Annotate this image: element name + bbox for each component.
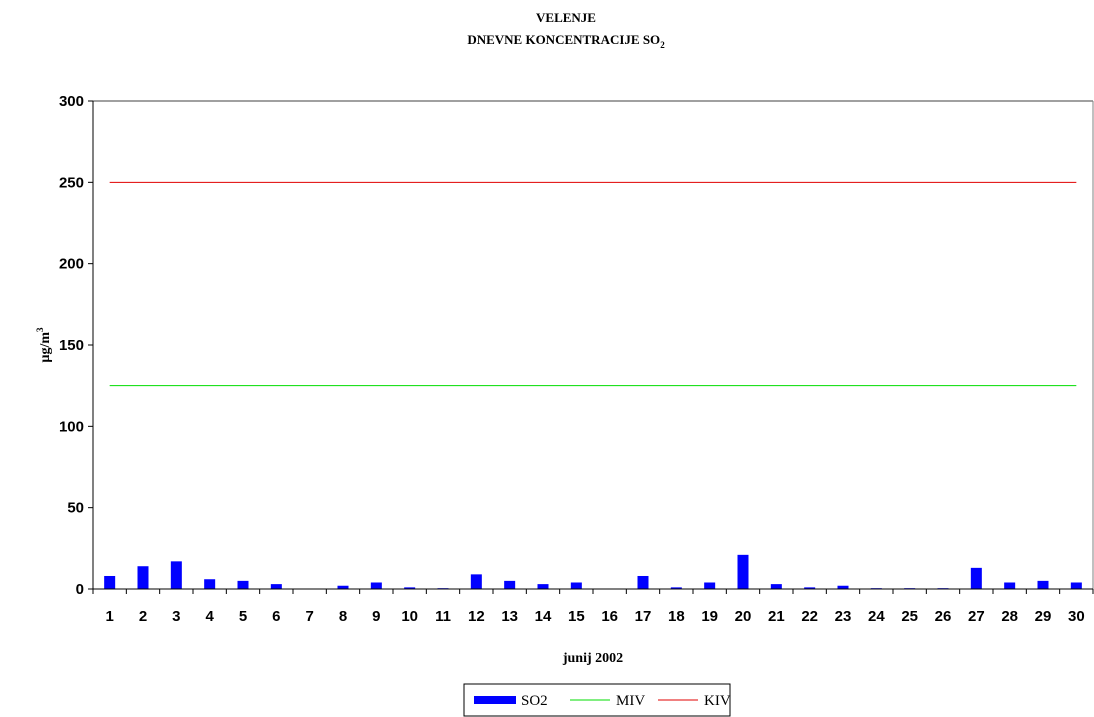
y-tick-label: 100 [59,418,84,435]
x-tick-label: 1 [105,608,113,625]
chart-subtitle-subscript: 2 [660,40,665,50]
chart-subtitle-main: DNEVNE KONCENTRACIJE SO [467,32,660,47]
x-tick-label: 2 [139,608,147,625]
so2-bar [470,574,482,589]
y-axis-label: µg/m3 [35,327,53,363]
y-tick-label: 300 [59,93,84,110]
x-tick-label: 13 [501,608,518,625]
x-tick-label: 15 [568,608,585,625]
x-tick-label: 24 [868,608,885,625]
x-tick-label: 7 [305,608,313,625]
legend-label-miv: MIV [616,693,645,709]
legend-label-kiv: KIV [704,693,731,709]
so2-bar [404,587,416,589]
so2-bar [770,584,782,589]
x-tick-label: 25 [901,608,918,625]
y-tick-label: 150 [59,337,84,354]
legend-label-so2: SO2 [521,693,548,709]
legend-key-so2 [474,696,516,704]
so2-bar [237,580,249,589]
so2-bar [504,580,516,589]
y-tick-label: 200 [59,256,84,273]
so2-bar [704,582,716,589]
x-tick-label: 23 [835,608,852,625]
so2-bar [537,584,549,589]
x-tick-label: 22 [801,608,818,625]
y-tick-label: 0 [76,581,84,598]
x-tick-label: 29 [1035,608,1052,625]
so2-bar [737,554,749,589]
chart-title: VELENJE [536,10,596,25]
x-tick-label: 27 [968,608,985,625]
legend: SO2 MIV KIV [463,683,731,717]
x-tick-label: 10 [401,608,418,625]
x-tick-label: 12 [468,608,485,625]
so2-bar [104,575,116,589]
so2-bar [1037,580,1049,589]
y-axis-label-main: µg/m [38,332,53,363]
x-tick-label: 9 [372,608,380,625]
so2-bar [370,582,382,589]
x-tick-label: 16 [601,608,618,625]
so2-bar [837,585,849,589]
so2-bar [270,584,282,589]
x-tick-label: 19 [701,608,718,625]
x-tick-label: 20 [735,608,752,625]
so2-bar [137,566,149,589]
so2-bar [337,585,349,589]
svg-text:µg/m3: µg/m3 [35,327,53,363]
so2-bar [670,587,682,589]
x-tick-label: 6 [272,608,280,625]
so2-bar [204,579,216,589]
so2-bar [1004,582,1016,589]
y-tick-label: 250 [59,174,84,191]
y-tick-label: 50 [67,500,84,517]
chart-subtitle: DNEVNE KONCENTRACIJE SO2 [467,32,665,50]
x-tick-label: 17 [635,608,652,625]
x-tick-label: 21 [768,608,785,625]
x-tick-label: 26 [935,608,952,625]
x-tick-label: 5 [239,608,247,625]
so2-bar [970,567,982,589]
x-tick-label: 14 [535,608,552,625]
so2-bar [637,575,649,589]
x-tick-label: 28 [1001,608,1018,625]
so2-bar [1070,582,1082,589]
x-tick-label: 3 [172,608,180,625]
so2-bar [804,587,816,589]
so2-bar [170,561,182,589]
x-axis-label: junij 2002 [562,651,623,666]
x-tick-label: 11 [435,608,451,625]
x-tick-label: 4 [205,608,214,625]
x-tick-label: 18 [668,608,685,625]
x-tick-label: 8 [339,608,347,625]
so2-bar [570,582,582,589]
x-tick-label: 30 [1068,608,1085,625]
y-axis-label-superscript: 3 [35,327,45,332]
